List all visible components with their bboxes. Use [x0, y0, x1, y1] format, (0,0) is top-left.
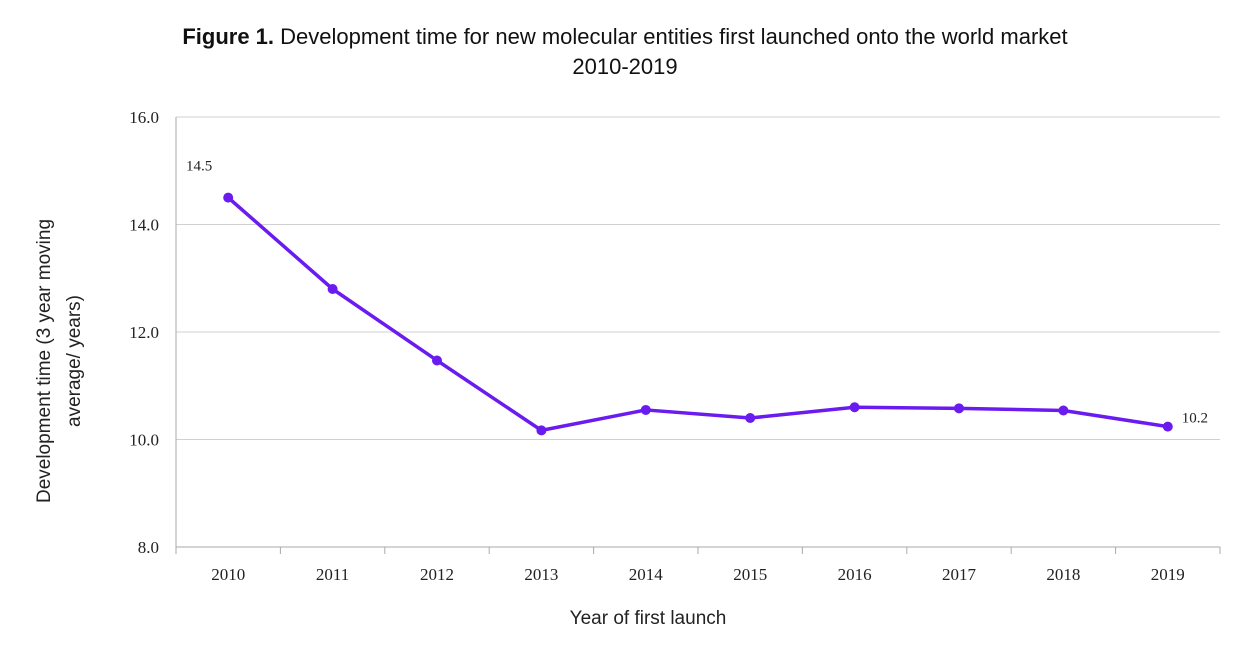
title-prefix: Figure 1.	[182, 24, 275, 49]
x-tick-label-2014: 2014	[629, 565, 664, 584]
x-tick-label-2017: 2017	[942, 565, 977, 584]
data-point-2018	[1058, 405, 1069, 416]
x-tick-label-2016: 2016	[838, 565, 872, 584]
data-series	[223, 192, 1173, 436]
y-axis-title-line2: average/ years)	[64, 295, 85, 427]
y-tick-labels: 8.0 10.0 12.0 14.0 16.0	[129, 108, 159, 557]
chart-title: Figure 1. Development time for new molec…	[0, 22, 1250, 82]
data-point-2019	[1162, 421, 1173, 432]
y-axis-title-line1: Development time (3 year moving	[34, 219, 55, 503]
series-line	[226, 195, 1170, 433]
y-tick-label-10.0: 10.0	[129, 431, 159, 450]
data-label-2019: 10.2	[1182, 411, 1208, 427]
data-point-2014	[640, 404, 651, 415]
x-tick-label-2012: 2012	[420, 565, 454, 584]
y-tick-label-12.0: 12.0	[129, 323, 159, 342]
data-point-2013	[536, 425, 547, 436]
x-axis-title: Year of first launch	[570, 608, 727, 629]
x-tick-label-2019: 2019	[1151, 565, 1185, 584]
data-point-2015	[745, 413, 756, 423]
x-tick-label-2013: 2013	[524, 565, 558, 584]
title-text: Development time for new molecular entit…	[280, 24, 1068, 49]
data-point-2012	[432, 355, 442, 366]
y-axis-title: Development time (3 year moving average/…	[34, 219, 85, 503]
data-label-2010: 14.5	[186, 159, 212, 175]
x-tick-label-2018: 2018	[1046, 565, 1080, 584]
data-point-2016	[849, 402, 860, 413]
chart-subtitle: 2010-2019	[572, 54, 678, 79]
gridlines	[176, 116, 1220, 440]
x-tick-label-2011: 2011	[316, 565, 349, 584]
data-labels: 14.5 10.2	[186, 159, 1208, 427]
x-tick-label-2015: 2015	[733, 565, 767, 584]
data-point-2010	[223, 192, 234, 203]
y-tick-label-14.0: 14.0	[129, 216, 159, 235]
data-point-2011	[327, 284, 338, 294]
x-tick-label-2010: 2010	[211, 565, 245, 584]
y-tick-label-16.0: 16.0	[129, 108, 159, 127]
axes	[175, 117, 1221, 554]
y-tick-label-8.0: 8.0	[138, 538, 159, 557]
data-point-2017	[954, 403, 964, 414]
x-tick-labels: 2010 2011 2012 2013 2014 2015 2016 2017 2018 2019	[211, 565, 1185, 584]
